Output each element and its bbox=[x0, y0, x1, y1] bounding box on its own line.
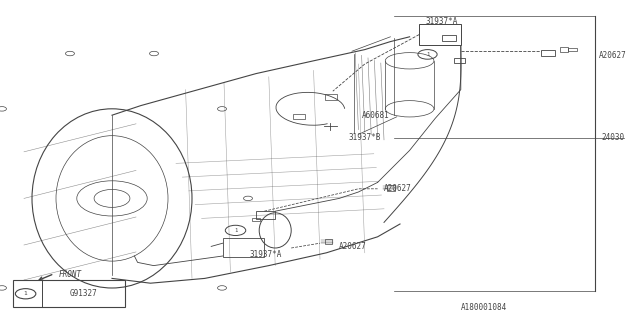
Text: 1: 1 bbox=[234, 228, 237, 233]
Text: A20627: A20627 bbox=[598, 52, 626, 60]
Text: 1: 1 bbox=[426, 52, 429, 57]
Text: 24030: 24030 bbox=[602, 133, 625, 142]
Bar bbox=[387, 185, 395, 191]
Bar bbox=[293, 114, 305, 119]
Bar bbox=[325, 94, 337, 100]
Bar bbox=[256, 211, 275, 219]
Bar bbox=[568, 48, 577, 51]
Text: A20627: A20627 bbox=[339, 242, 367, 251]
Text: 1: 1 bbox=[24, 291, 28, 296]
Text: A20627: A20627 bbox=[384, 184, 412, 193]
Text: 31937*A: 31937*A bbox=[250, 250, 282, 259]
Text: 31937*B: 31937*B bbox=[349, 133, 381, 142]
Text: A60681: A60681 bbox=[362, 111, 389, 120]
Bar bbox=[223, 238, 264, 257]
Bar bbox=[252, 218, 260, 221]
Bar bbox=[560, 47, 568, 52]
Bar bbox=[541, 50, 555, 56]
Bar bbox=[454, 58, 465, 63]
Bar bbox=[419, 24, 461, 45]
Text: 31937*A: 31937*A bbox=[426, 17, 458, 26]
Bar bbox=[13, 280, 125, 307]
Bar bbox=[442, 35, 456, 41]
Text: FRONT: FRONT bbox=[59, 270, 82, 279]
Text: G91327: G91327 bbox=[69, 289, 97, 298]
Text: A180001084: A180001084 bbox=[461, 303, 507, 312]
Bar bbox=[325, 239, 332, 244]
